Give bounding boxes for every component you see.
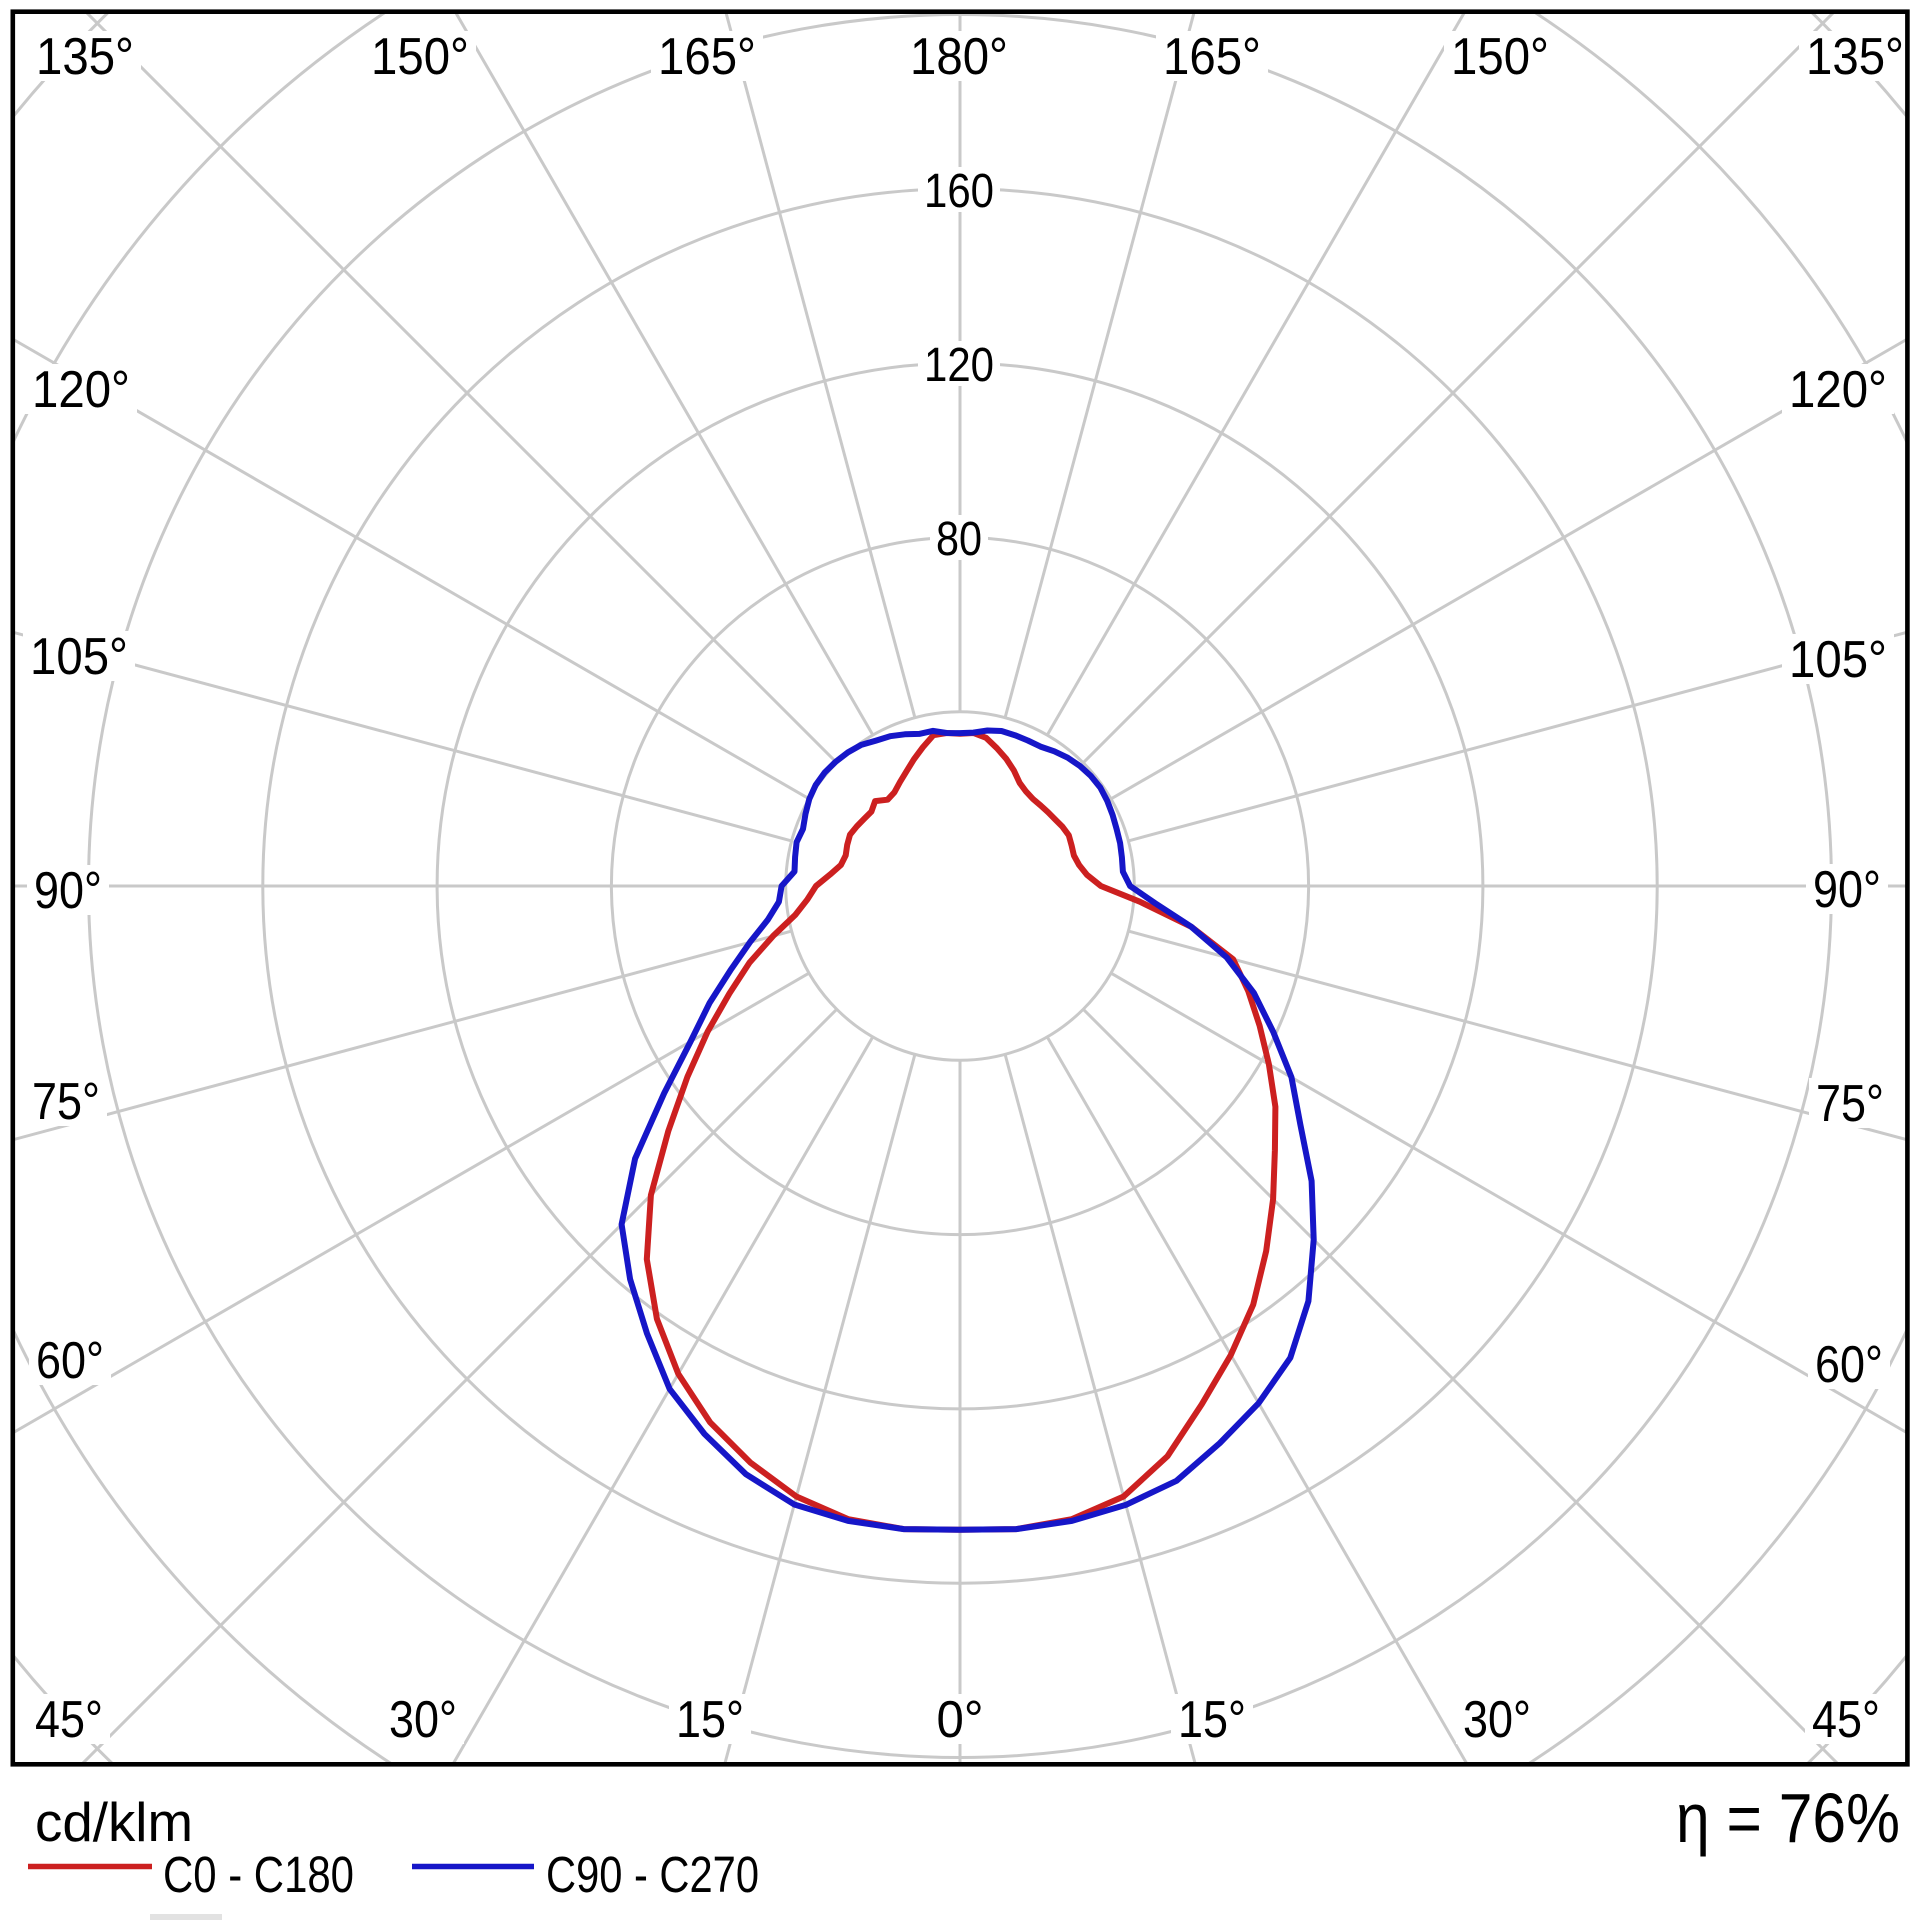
svg-text:30°: 30°: [389, 1691, 457, 1749]
svg-text:15°: 15°: [1178, 1691, 1246, 1749]
svg-text:75°: 75°: [1816, 1075, 1884, 1133]
svg-text:150°: 150°: [1451, 28, 1549, 86]
svg-text:45°: 45°: [1812, 1691, 1880, 1749]
svg-text:C0 - C180: C0 - C180: [163, 1846, 354, 1903]
svg-text:cd/klm: cd/klm: [35, 1791, 193, 1853]
svg-text:105°: 105°: [1789, 631, 1887, 689]
svg-text:75°: 75°: [32, 1073, 100, 1131]
svg-text:165°: 165°: [658, 28, 756, 86]
svg-text:η = 76%: η = 76%: [1676, 1779, 1900, 1857]
svg-text:135°: 135°: [36, 28, 134, 86]
svg-text:120°: 120°: [1789, 361, 1887, 419]
svg-text:30°: 30°: [1463, 1691, 1531, 1749]
svg-text:180°: 180°: [910, 28, 1008, 86]
svg-text:90°: 90°: [34, 862, 102, 920]
svg-text:80: 80: [936, 513, 982, 566]
svg-text:150°: 150°: [371, 28, 469, 86]
svg-text:15°: 15°: [676, 1691, 744, 1749]
svg-text:90°: 90°: [1813, 861, 1881, 919]
svg-text:120: 120: [924, 339, 994, 392]
svg-text:105°: 105°: [30, 628, 128, 686]
svg-text:C90 - C270: C90 - C270: [546, 1846, 759, 1903]
svg-text:135°: 135°: [1806, 28, 1904, 86]
svg-text:45°: 45°: [35, 1691, 103, 1749]
svg-text:120°: 120°: [32, 361, 130, 419]
svg-text:160: 160: [924, 165, 994, 218]
svg-text:165°: 165°: [1163, 28, 1261, 86]
svg-text:60°: 60°: [1815, 1336, 1883, 1394]
svg-text:0°: 0°: [937, 1691, 984, 1749]
svg-text:60°: 60°: [36, 1332, 104, 1390]
